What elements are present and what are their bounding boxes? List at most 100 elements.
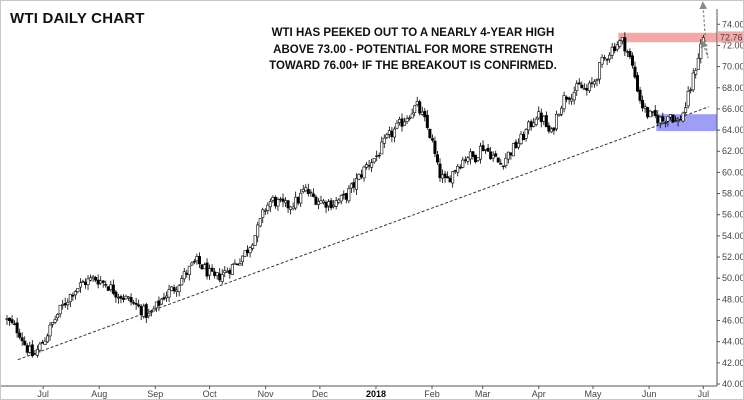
- price-tick-label: 42.00: [722, 358, 743, 368]
- candle-body-up: [76, 287, 80, 292]
- candle-body-up: [5, 318, 9, 320]
- candle-body-down: [157, 300, 161, 306]
- candle: [35, 345, 39, 358]
- candle: [30, 340, 34, 358]
- candle: [38, 341, 42, 353]
- candle-body-down: [433, 140, 437, 154]
- candle-body-down: [172, 287, 176, 292]
- candle-body-down: [81, 281, 85, 283]
- candle: [246, 245, 250, 257]
- candle: [56, 313, 60, 321]
- candle: [539, 108, 543, 128]
- candle-body-down: [15, 322, 19, 334]
- candle: [48, 321, 52, 341]
- candle: [575, 80, 579, 96]
- candle: [314, 194, 318, 206]
- candle-body-up: [537, 111, 541, 119]
- candle-body-up: [271, 197, 275, 201]
- candle-body-down: [390, 130, 394, 137]
- candle-body-down: [443, 173, 447, 178]
- time-tick-label: Oct: [203, 389, 218, 399]
- candle-body-down: [448, 177, 452, 183]
- candle-body-down: [638, 89, 642, 101]
- candle-body-down: [137, 304, 141, 307]
- chart-title: WTI DAILY CHART: [10, 10, 145, 27]
- candle: [410, 108, 414, 119]
- candle-body-up: [592, 81, 596, 85]
- candle: [686, 86, 690, 109]
- price-tick-label: 58.00: [722, 189, 743, 199]
- candle: [296, 196, 300, 206]
- candle-body-down: [228, 269, 232, 275]
- candle: [51, 322, 55, 328]
- candle-body-up: [294, 196, 298, 209]
- candle: [544, 111, 548, 128]
- candle: [248, 246, 252, 258]
- candle: [605, 58, 609, 66]
- candle: [129, 293, 133, 306]
- candle-body-down: [359, 174, 363, 178]
- candle-body-up: [380, 141, 384, 155]
- candle: [175, 286, 179, 297]
- last-price-badge: [718, 31, 743, 43]
- candle-body-up: [73, 291, 77, 296]
- candle-body-up: [392, 128, 396, 138]
- candle: [514, 139, 518, 149]
- candle: [370, 158, 374, 173]
- candle: [258, 218, 262, 228]
- candle: [433, 136, 437, 158]
- price-tick-label: 54.00: [722, 231, 743, 241]
- candle: [238, 258, 242, 266]
- candle-body-down: [565, 96, 569, 100]
- candle: [491, 151, 495, 162]
- candle-body-up: [354, 178, 358, 190]
- candle: [646, 106, 650, 120]
- candle-body-up: [572, 92, 576, 101]
- candle: [190, 261, 194, 267]
- candle-body-down: [377, 154, 381, 157]
- candle-body-up: [167, 289, 171, 298]
- last-price-label: 72.76: [720, 32, 743, 42]
- candle-body-up: [699, 43, 703, 59]
- candle-body-down: [18, 332, 22, 338]
- candle-body-up: [681, 112, 685, 122]
- candle: [603, 55, 607, 61]
- candle-body-up: [349, 183, 353, 189]
- candle-body-up: [319, 200, 323, 204]
- candle: [689, 87, 693, 94]
- candle: [306, 183, 310, 197]
- candle: [638, 86, 642, 104]
- candle: [324, 200, 328, 214]
- candle-body-up: [651, 111, 655, 113]
- candle: [375, 150, 379, 162]
- candle: [463, 156, 467, 164]
- candle: [322, 198, 326, 205]
- candle-body-up: [89, 277, 93, 281]
- candle-body-up: [663, 122, 667, 124]
- trendline: [17, 106, 709, 361]
- candle: [182, 268, 186, 283]
- candle-body-up: [142, 305, 146, 317]
- candle-body-down: [605, 59, 609, 61]
- candle: [180, 275, 184, 286]
- candle-body-down: [192, 261, 196, 263]
- candle: [142, 303, 146, 319]
- candle-body-up: [61, 304, 65, 306]
- candle: [172, 284, 176, 294]
- candle-body-up: [66, 302, 70, 306]
- candle-body-down: [446, 176, 450, 179]
- candle: [565, 95, 569, 103]
- candle: [89, 274, 93, 282]
- candle-body-up: [46, 335, 50, 343]
- candle: [339, 194, 343, 205]
- candle: [251, 243, 255, 251]
- candle-body-down: [499, 162, 503, 165]
- candle: [618, 39, 622, 49]
- candle-body-up: [524, 129, 528, 139]
- candle: [344, 192, 348, 204]
- candle: [519, 130, 523, 146]
- candle-body-up: [334, 200, 338, 207]
- candle: [428, 128, 432, 139]
- candle-body-up: [615, 44, 619, 50]
- candle: [116, 293, 120, 304]
